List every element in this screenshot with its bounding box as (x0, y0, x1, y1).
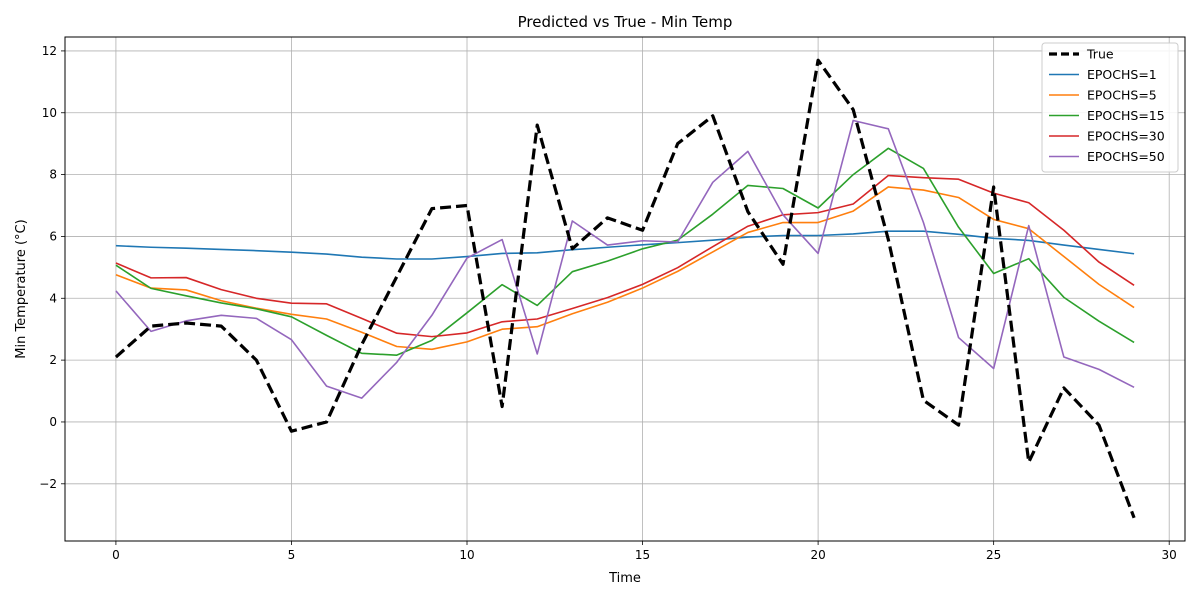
x-tick-label: 0 (112, 548, 120, 562)
series-line-epochs-5 (115, 186, 1135, 351)
plot-frame (64, 36, 1186, 542)
y-tick-label: 4 (49, 291, 57, 305)
x-tick-label: 25 (986, 548, 1001, 562)
legend-label: True (1086, 47, 1114, 62)
series-line-true (114, 58, 1136, 519)
x-tick-label: 15 (635, 548, 650, 562)
legend-label: EPOCHS=15 (1087, 108, 1165, 123)
series-line-epochs-15 (115, 147, 1135, 356)
chart-title: Predicted vs True - Min Temp (518, 13, 733, 31)
y-tick-label: 6 (49, 229, 57, 243)
y-tick-label: −2 (39, 477, 57, 491)
grid (65, 37, 1185, 541)
y-tick-label: 10 (42, 106, 57, 120)
x-axis-label: Time (608, 571, 641, 586)
series-line-epochs-50 (115, 119, 1135, 399)
legend: True EPOCHS=1 EPOCHS=5 EPOCHS=15 EPOCHS=30 EP… (1041, 42, 1179, 173)
series-group (114, 58, 1136, 519)
y-tick-label: 8 (49, 168, 57, 182)
axis-ticks: 0 5 10 15 20 25 30 −2 0 2 4 6 8 10 12 (39, 44, 1177, 562)
y-tick-label: 12 (42, 44, 57, 58)
legend-label: EPOCHS=50 (1087, 149, 1165, 164)
y-tick-label: 0 (49, 415, 57, 429)
x-tick-label: 10 (459, 548, 474, 562)
x-tick-label: 20 (810, 548, 825, 562)
legend-label: EPOCHS=1 (1087, 67, 1157, 82)
x-tick-label: 30 (1162, 548, 1177, 562)
legend-label: EPOCHS=5 (1087, 88, 1157, 103)
series-line-epochs-30 (115, 174, 1135, 338)
y-axis-label: Min Temperature (°C) (14, 219, 29, 358)
y-tick-label: 2 (49, 353, 57, 367)
x-tick-label: 5 (288, 548, 296, 562)
legend-label: EPOCHS=30 (1087, 129, 1165, 144)
